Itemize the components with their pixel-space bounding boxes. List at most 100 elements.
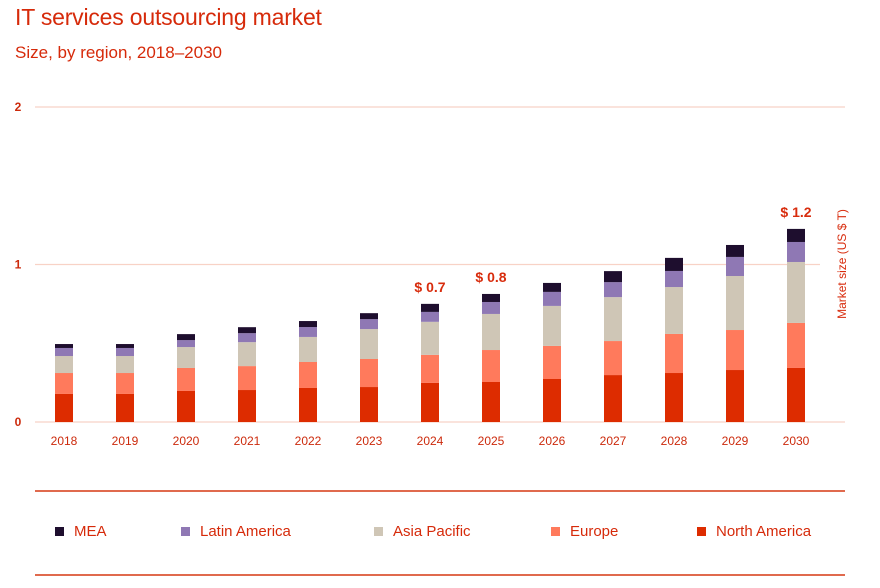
bar-segment-north-america	[360, 387, 378, 422]
bar-segment-latin-america	[787, 241, 805, 262]
bar-segment-latin-america	[55, 347, 73, 357]
bar-segment-north-america	[604, 375, 622, 422]
bottom-divider	[35, 574, 845, 576]
bar-stack-2027	[604, 271, 622, 422]
x-tick-label: 2026	[539, 434, 566, 448]
y-axis-label: Market size (US $ T)	[835, 209, 849, 319]
annotations: $ 0.7 $ 0.8 $ 1.2	[408, 201, 818, 296]
bar-segment-north-america	[421, 382, 439, 422]
x-tick-label: 2018	[51, 434, 78, 448]
bar-segment-europe	[665, 333, 683, 374]
bar-segment-mea	[482, 293, 500, 302]
x-tick-label: 2021	[234, 434, 261, 448]
x-axis-ticks: 2018 2019 2020 2021 2022 2023 2024 2025 2026 2027…	[51, 434, 810, 448]
bar-segment-north-america	[787, 367, 805, 422]
bar-segment-north-america	[299, 387, 317, 422]
bar-segment-north-america	[726, 370, 744, 422]
bar-stack-2030	[787, 228, 805, 422]
bar-segment-north-america	[55, 393, 73, 422]
bar-segment-europe	[482, 350, 500, 382]
bar-segment-north-america	[177, 390, 195, 422]
bar-stack-2021	[238, 327, 256, 422]
bar-stack-2019	[116, 344, 134, 422]
y-tick-label: 2	[15, 100, 22, 114]
legend-label-asia-pacific: Asia Pacific	[393, 523, 471, 540]
bar-stack-2029	[726, 244, 744, 422]
bar-segment-europe	[726, 330, 744, 371]
stacked-bar-chart: 0 1 2 2018 2019 2020 2021 2022 2023 2024 2025 2026…	[15, 100, 849, 448]
x-tick-label: 2022	[295, 434, 322, 448]
bar-segment-europe	[177, 367, 195, 391]
bar-segment-latin-america	[360, 319, 378, 330]
x-tick-label: 2029	[722, 434, 749, 448]
x-tick-label: 2028	[661, 434, 688, 448]
bar-segment-latin-america	[421, 311, 439, 322]
x-tick-label: 2020	[173, 434, 200, 448]
legend-item-europe: Europe	[551, 523, 618, 540]
bar-segment-mea	[665, 257, 683, 271]
bar-segment-mea	[360, 313, 378, 320]
bar-segment-latin-america	[116, 347, 134, 357]
bar-segment-asia-pacific	[238, 342, 256, 367]
bar-segment-asia-pacific	[55, 356, 73, 374]
top-divider	[35, 490, 845, 492]
y-tick-label: 1	[15, 258, 22, 272]
bar-stack-2028	[665, 257, 683, 422]
x-tick-label: 2025	[478, 434, 505, 448]
bar-segment-asia-pacific	[421, 321, 439, 355]
bar-segment-latin-america	[177, 340, 195, 348]
bar-segment-asia-pacific	[787, 261, 805, 323]
legend-label-north-america: North America	[716, 523, 812, 540]
bar-segment-latin-america	[299, 327, 317, 337]
x-tick-label: 2023	[356, 434, 383, 448]
chart-subtitle: Size, by region, 2018–2030	[15, 43, 222, 62]
legend-item-mea: MEA	[55, 523, 107, 540]
bar-segment-europe	[604, 341, 622, 376]
bar-segment-asia-pacific	[360, 329, 378, 359]
bar-segment-mea	[604, 271, 622, 283]
legend-swatch-mea	[55, 527, 64, 536]
legend-label-europe: Europe	[570, 523, 619, 540]
x-tick-label: 2019	[112, 434, 139, 448]
legend-swatch-latin-america	[181, 527, 190, 536]
bar-segment-europe	[116, 373, 134, 394]
legend: MEA Latin America Asia Pacific Europe No…	[0, 523, 880, 543]
bar-segment-mea	[238, 327, 256, 334]
bar-segment-mea	[299, 321, 317, 328]
bar-segment-europe	[543, 345, 561, 380]
bar-segment-latin-america	[726, 256, 744, 276]
bar-segment-mea	[55, 344, 73, 348]
annotation-background	[774, 201, 818, 221]
bar-segment-europe	[421, 354, 439, 383]
legend-label-mea: MEA	[74, 523, 107, 540]
bar-segment-latin-america	[238, 333, 256, 343]
bar-segment-asia-pacific	[116, 356, 134, 374]
bars	[55, 228, 805, 422]
bar-stack-2023	[360, 313, 378, 422]
bar-segment-mea	[787, 228, 805, 242]
legend-item-latin-america: Latin America	[181, 523, 291, 540]
bar-segment-mea	[726, 244, 744, 257]
legend-swatch-europe	[551, 527, 560, 536]
bar-segment-mea	[116, 344, 134, 348]
bar-segment-latin-america	[665, 270, 683, 288]
legend-item-asia-pacific: Asia Pacific	[374, 523, 471, 540]
bar-segment-latin-america	[482, 301, 500, 314]
bar-stack-2022	[299, 321, 317, 422]
bar-segment-europe	[360, 359, 378, 388]
y-axis-ticks: 0 1 2	[15, 100, 22, 429]
bar-segment-asia-pacific	[726, 275, 744, 331]
bar-segment-north-america	[543, 379, 561, 422]
bar-segment-asia-pacific	[177, 347, 195, 368]
bar-segment-north-america	[482, 381, 500, 422]
bar-segment-asia-pacific	[604, 297, 622, 342]
bar-segment-asia-pacific	[482, 313, 500, 351]
legend-label-latin-america: Latin America	[200, 523, 291, 540]
x-tick-label: 2024	[417, 434, 444, 448]
gridlines	[35, 106, 845, 423]
bar-segment-asia-pacific	[543, 305, 561, 346]
bar-segment-north-america	[238, 390, 256, 422]
bar-stack-2026	[543, 282, 561, 422]
annotation-background	[469, 266, 513, 286]
annotation-background	[408, 276, 452, 296]
